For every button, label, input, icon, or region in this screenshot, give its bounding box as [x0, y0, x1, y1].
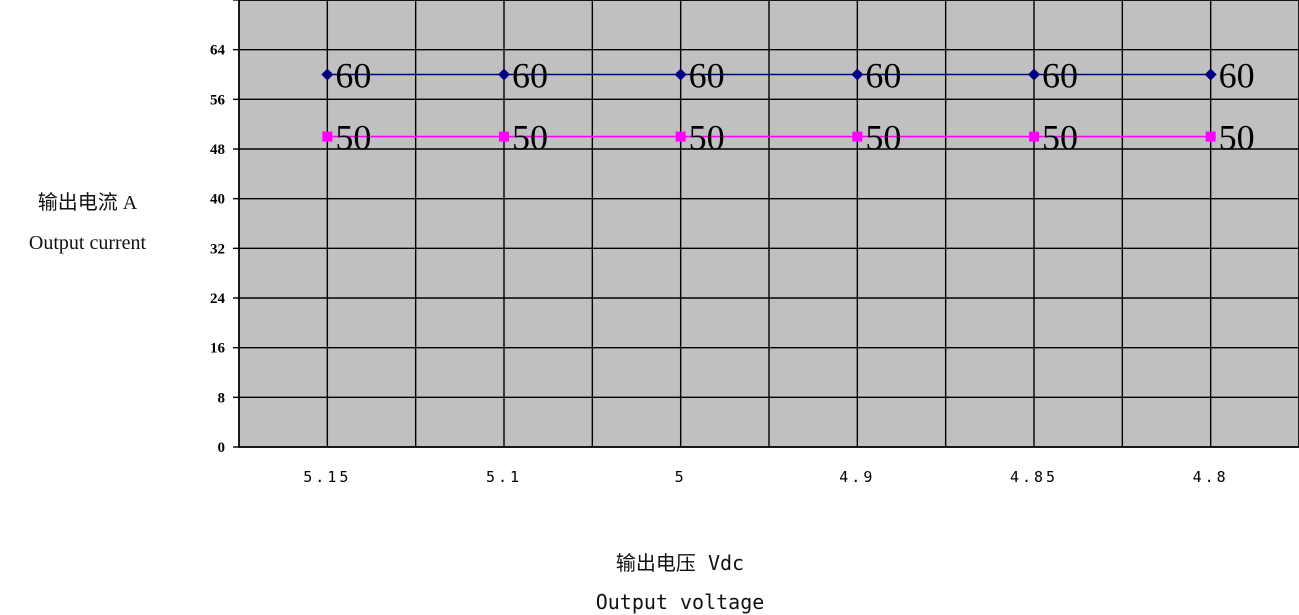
x-tick-label: 5.15	[303, 468, 351, 486]
series-point-square	[322, 131, 333, 142]
y-tick-label: 16	[210, 341, 226, 357]
x-tick-label: 5.1	[486, 468, 522, 486]
data-label: 50	[1219, 118, 1255, 158]
y-axis-label-cn: 输出电流 A	[37, 192, 138, 214]
data-label: 60	[1042, 56, 1078, 96]
data-label: 60	[512, 56, 548, 96]
x-tick-label: 4.9	[839, 468, 875, 486]
y-tick-label: 64	[210, 43, 226, 59]
series-point-square	[852, 131, 863, 142]
series-group: 60 60 60 60 60 60 50 50 50 50 50 50	[321, 56, 1255, 158]
y-axis-ticks: 0 8 16 24 32 40 48 56 64	[210, 43, 226, 456]
series-point-square	[499, 131, 509, 142]
series-point-square	[1029, 131, 1039, 142]
grid-lines	[233, 0, 1299, 448]
series-point-square	[675, 131, 686, 142]
data-label: 50	[1042, 118, 1078, 158]
series-point-diamond	[674, 68, 687, 81]
x-tick-label: 5	[675, 468, 687, 486]
series-point-diamond	[1028, 68, 1040, 81]
plot-border	[238, 0, 1299, 448]
x-tick-label: 4.85	[1010, 468, 1058, 486]
y-tick-label: 0	[218, 440, 226, 456]
data-label: 60	[689, 56, 725, 96]
x-axis-ticks: 5.15 5.1 5 4.9 4.85 4.8	[303, 468, 1229, 486]
data-label: 50	[689, 118, 725, 158]
y-tick-label: 8	[218, 390, 226, 406]
series-point-square	[1205, 131, 1216, 142]
y-axis-label-en: Output current	[28, 232, 147, 254]
x-tick-label: 4.8	[1193, 468, 1229, 486]
y-tick-label: 48	[210, 142, 225, 158]
series-point-diamond	[321, 68, 334, 81]
series-point-diamond	[498, 68, 510, 81]
data-label: 60	[1219, 56, 1255, 96]
y-tick-label: 24	[210, 291, 226, 307]
data-label: 50	[865, 118, 901, 158]
x-axis-label-en: Output voltage	[595, 590, 765, 614]
y-tick-label: 32	[210, 241, 225, 257]
series-point-diamond	[851, 68, 864, 81]
data-label: 60	[865, 56, 901, 96]
series-point-diamond	[1204, 68, 1217, 81]
data-label: 50	[512, 118, 548, 158]
x-axis-label-cn: 输出电压 Vdc	[615, 551, 745, 575]
data-label: 60	[335, 56, 371, 96]
y-tick-label: 56	[210, 92, 226, 108]
data-label: 50	[335, 118, 371, 158]
y-tick-label: 40	[210, 192, 225, 208]
